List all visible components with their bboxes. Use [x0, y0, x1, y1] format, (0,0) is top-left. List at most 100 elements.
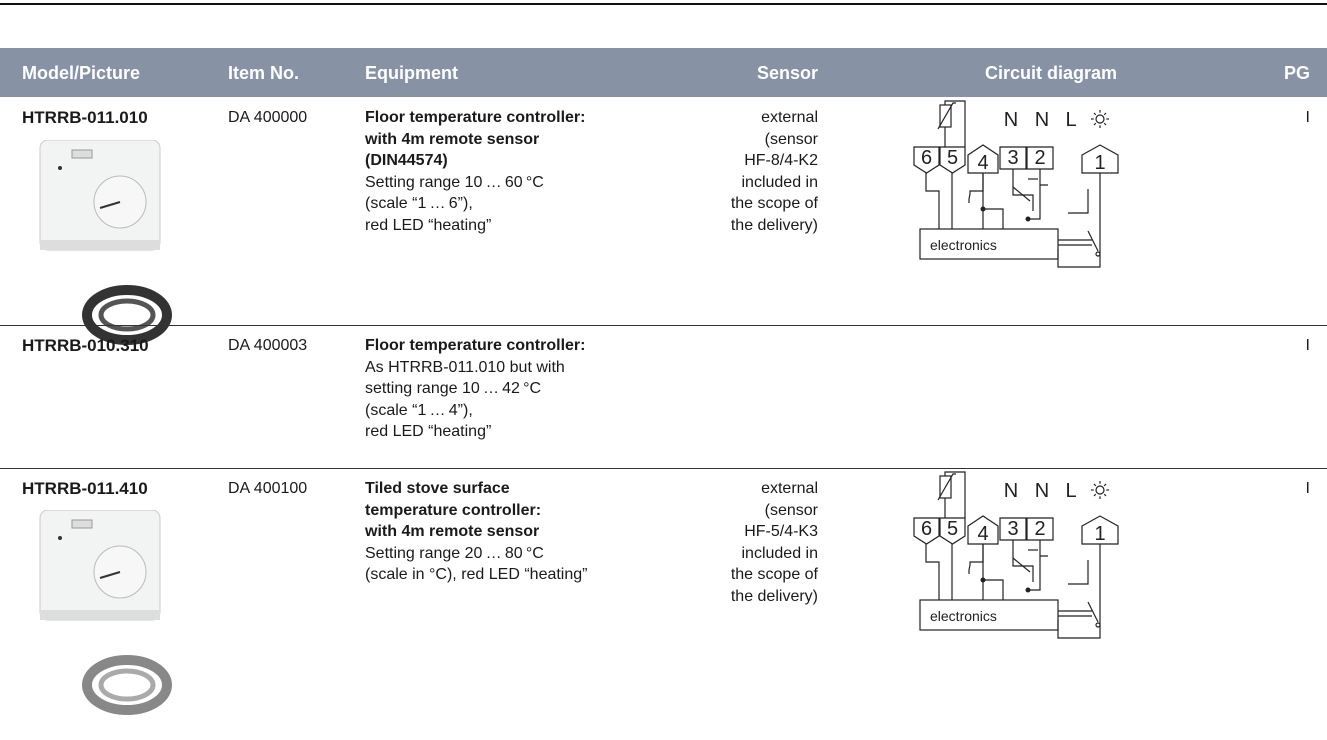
wire — [1057, 544, 1101, 639]
node — [1025, 587, 1031, 593]
sensor-text: the scope of — [730, 566, 818, 583]
box-label: electronics — [930, 608, 997, 624]
top-rule — [0, 3, 1327, 5]
housing-shadow — [40, 610, 160, 620]
wire — [968, 173, 984, 203]
node — [980, 577, 986, 583]
relay-contact — [1087, 601, 1099, 623]
sensor-text: the delivery) — [730, 216, 818, 234]
electronics-box — [919, 228, 1059, 260]
sensor-text: external — [761, 480, 818, 497]
cable-coil — [82, 285, 172, 345]
wire — [1068, 189, 1089, 214]
equipment-text: setting range 10 … 42 °C — [365, 380, 542, 397]
product-photo — [39, 140, 172, 345]
dial-mark — [99, 571, 121, 579]
wire — [944, 471, 966, 518]
sensor-text: the scope of — [730, 195, 818, 212]
switch — [71, 519, 93, 529]
lamp-ray — [1103, 112, 1107, 116]
wire — [982, 544, 1004, 600]
terminal — [1081, 515, 1119, 545]
wire — [925, 173, 940, 229]
terminal-label: 2 — [1034, 518, 1045, 540]
item-no: DA 400000 — [228, 109, 308, 126]
terminal-label: 5 — [947, 147, 958, 169]
node — [1095, 622, 1101, 628]
model: HTRRB-010.310 — [22, 336, 149, 355]
lamp-ray — [1103, 493, 1107, 497]
equipment-text: (scale “1 … 4”), — [365, 401, 473, 419]
equipment-heading: with 4m remote sensor — [365, 523, 540, 540]
terminal — [999, 517, 1027, 541]
terminal — [999, 146, 1027, 170]
terminal — [939, 517, 966, 545]
sensor-text: included in — [741, 173, 819, 191]
terminal-label: 4 — [977, 523, 988, 545]
terminal-label: 2 — [1034, 147, 1045, 169]
cable-coil-inner — [98, 298, 156, 332]
wire — [1039, 540, 1048, 557]
equipment-text: red LED “heating” — [365, 423, 492, 440]
terminal-label: 4 — [977, 152, 988, 174]
thermistor-slash — [937, 102, 956, 130]
row-rule — [0, 468, 1327, 469]
terminal-label: 1 — [1094, 523, 1105, 545]
header-cell: Sensor — [756, 63, 818, 83]
wire — [1057, 173, 1101, 268]
supply-label: L — [1065, 480, 1076, 502]
wire — [1028, 556, 1041, 591]
lamp-ray — [1093, 483, 1097, 487]
equipment-heading: Floor temperature controller: — [365, 109, 586, 126]
header-cell: Equipment — [365, 63, 458, 83]
terminal-label: 6 — [921, 147, 932, 169]
equipment-heading: (DIN44574) — [365, 152, 448, 169]
lamp-ray — [1093, 122, 1097, 126]
housing-shadow — [40, 240, 160, 250]
header-cell: PG — [1283, 63, 1310, 83]
product-photo — [39, 510, 172, 715]
pg: I — [1305, 109, 1310, 126]
equipment-heading: with 4m remote sensor — [365, 130, 540, 148]
terminal — [1081, 144, 1119, 174]
relay-contact — [1087, 230, 1099, 252]
led — [58, 166, 62, 170]
item-no: DA 400100 — [228, 480, 308, 497]
equipment-heading: Tiled stove surface — [365, 480, 510, 497]
sensor-text: external — [761, 109, 818, 126]
supply-label: L — [1065, 109, 1076, 131]
switch-contact — [1012, 557, 1031, 573]
terminal — [967, 144, 999, 174]
wire — [968, 544, 984, 574]
lamp-ray — [1103, 122, 1107, 126]
equipment-text: red LED “heating” — [365, 216, 492, 234]
lamp-ray — [1093, 493, 1097, 497]
supply-label: N — [1035, 480, 1049, 502]
terminal-label: 1 — [1094, 152, 1105, 174]
node — [1025, 216, 1031, 222]
dial-mark — [99, 201, 121, 209]
electronics-box — [919, 599, 1059, 631]
equipment-text: (scale “1 … 6”), — [365, 195, 473, 212]
lamp — [1095, 114, 1105, 124]
sensor-text: (sensor — [764, 501, 818, 519]
equipment-text: Setting range 20 … 80 °C — [365, 544, 544, 562]
sensor-text: included in — [741, 544, 819, 562]
cable-coil — [82, 655, 172, 715]
equipment-text: Setting range 10 … 60 °C — [365, 173, 544, 191]
header-cell: Model/Picture — [22, 63, 141, 83]
terminal-label: 5 — [947, 518, 958, 540]
header-cell: Item No. — [228, 63, 300, 83]
model: HTRRB-011.010 — [22, 108, 148, 127]
led — [58, 536, 62, 540]
terminal — [1026, 146, 1054, 170]
terminal-label: 3 — [1007, 518, 1018, 540]
terminal-label: 3 — [1007, 147, 1018, 169]
terminal — [913, 146, 940, 174]
node — [980, 206, 986, 212]
sensor-text: HF-5/4-K3 — [744, 523, 818, 540]
pg: I — [1305, 480, 1310, 497]
